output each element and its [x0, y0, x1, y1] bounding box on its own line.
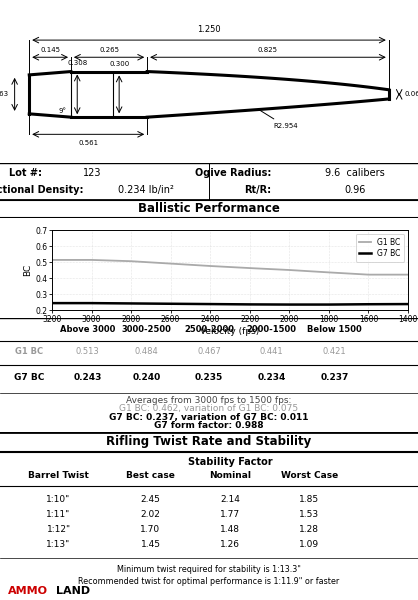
G1 BC — [168, 260, 173, 267]
Text: Minimum twist required for stability is 1:13.3": Minimum twist required for stability is … — [117, 565, 301, 574]
Text: Nominal: Nominal — [209, 471, 251, 480]
Text: 2.45: 2.45 — [140, 495, 161, 504]
G1 BC — [405, 271, 410, 278]
G1 BC — [89, 256, 94, 263]
Text: 0.145: 0.145 — [40, 47, 60, 53]
G7 BC — [208, 301, 213, 308]
G1 BC — [287, 266, 292, 274]
Text: 3000-2500: 3000-2500 — [121, 325, 171, 335]
Text: Worst Case: Worst Case — [281, 471, 338, 480]
Text: 0.265: 0.265 — [99, 47, 119, 53]
Text: 0.062: 0.062 — [405, 91, 418, 97]
Text: 0.243: 0.243 — [74, 373, 102, 383]
Text: 1:12": 1:12" — [46, 525, 71, 534]
Text: 2.14: 2.14 — [220, 495, 240, 504]
Line: G7 BC: G7 BC — [52, 303, 408, 305]
Text: 0.467: 0.467 — [197, 347, 221, 356]
Text: G1 BC: G1 BC — [15, 347, 43, 356]
Text: 2000-1500: 2000-1500 — [247, 325, 297, 335]
Text: 0.235: 0.235 — [195, 373, 223, 383]
Text: 1:10": 1:10" — [46, 495, 71, 504]
Text: Best case: Best case — [126, 471, 175, 480]
Text: 123: 123 — [83, 168, 101, 178]
Text: Rifling Twist Rate and Stability: Rifling Twist Rate and Stability — [106, 436, 312, 448]
Text: 1.85: 1.85 — [299, 495, 319, 504]
Text: LAND: LAND — [56, 586, 91, 596]
Text: Ballistic Performance: Ballistic Performance — [138, 202, 280, 215]
Text: 0.96: 0.96 — [344, 185, 366, 195]
G1 BC — [366, 271, 371, 278]
Line: G1 BC: G1 BC — [52, 260, 408, 275]
Text: 1:11": 1:11" — [46, 510, 71, 519]
Text: Below 1500: Below 1500 — [307, 325, 362, 335]
Text: 0.513: 0.513 — [76, 347, 99, 356]
Legend: G1 BC, G7 BC: G1 BC, G7 BC — [356, 234, 404, 262]
G1 BC — [208, 262, 213, 269]
Text: Barrel Twist: Barrel Twist — [28, 471, 89, 480]
Text: 0.421: 0.421 — [323, 347, 346, 356]
Text: Stability Factor: Stability Factor — [188, 457, 272, 467]
Text: G7 form factor: 0.988: G7 form factor: 0.988 — [154, 421, 264, 430]
Text: 0.561: 0.561 — [78, 140, 98, 146]
Text: Above 3000: Above 3000 — [60, 325, 115, 335]
G1 BC — [326, 269, 331, 276]
Text: 1.48: 1.48 — [220, 525, 240, 534]
G7 BC — [168, 300, 173, 307]
Text: 0.234 lb/in²: 0.234 lb/in² — [118, 185, 174, 195]
Text: Rt/R:: Rt/R: — [245, 185, 272, 195]
Text: 1.28: 1.28 — [299, 525, 319, 534]
Text: 0.234: 0.234 — [257, 373, 286, 383]
Text: 0.441: 0.441 — [260, 347, 283, 356]
Text: R2.954: R2.954 — [259, 110, 298, 129]
Text: Sectional Density:: Sectional Density: — [0, 185, 84, 195]
G7 BC — [405, 301, 410, 308]
Text: G1 BC: 0.462, variation of G1 BC: 0.075: G1 BC: 0.462, variation of G1 BC: 0.075 — [120, 404, 298, 413]
Text: 9.6  calibers: 9.6 calibers — [326, 168, 385, 178]
Y-axis label: BC: BC — [23, 264, 32, 276]
Text: 0.240: 0.240 — [132, 373, 161, 383]
G1 BC — [49, 256, 54, 263]
Text: 0.308: 0.308 — [67, 60, 87, 66]
Text: Berger 155.5 grain FULLBORE: Berger 155.5 grain FULLBORE — [86, 2, 332, 17]
Text: 9°: 9° — [59, 108, 66, 114]
Text: Averages from 3000 fps to 1500 fps:: Averages from 3000 fps to 1500 fps: — [126, 395, 292, 404]
G7 BC — [366, 301, 371, 308]
Text: 1.45: 1.45 — [140, 540, 161, 549]
Text: 0.237: 0.237 — [320, 373, 349, 383]
Text: Ogive Radius:: Ogive Radius: — [195, 168, 272, 178]
Text: 0.484: 0.484 — [135, 347, 158, 356]
Text: 2500-2000: 2500-2000 — [184, 325, 234, 335]
Text: 1.09: 1.09 — [299, 540, 319, 549]
Text: 1.26: 1.26 — [220, 540, 240, 549]
G7 BC — [326, 301, 331, 308]
Text: Recommended twist for optimal performance is 1:11.9" or faster: Recommended twist for optimal performanc… — [79, 577, 339, 586]
G7 BC — [89, 299, 94, 307]
Text: 1:13": 1:13" — [46, 540, 71, 549]
G1 BC — [129, 257, 134, 265]
Text: 1.53: 1.53 — [299, 510, 319, 519]
Text: 1.77: 1.77 — [220, 510, 240, 519]
G7 BC — [129, 300, 134, 307]
X-axis label: Velocity (fps): Velocity (fps) — [200, 326, 260, 335]
Text: 2.02: 2.02 — [140, 510, 161, 519]
Text: AMMO: AMMO — [8, 586, 48, 596]
G7 BC — [247, 301, 252, 308]
G7 BC — [49, 299, 54, 307]
Text: 1.250: 1.250 — [197, 25, 221, 34]
Text: 0.263: 0.263 — [0, 91, 8, 97]
Text: G7 BC: G7 BC — [14, 373, 44, 383]
Text: 1.70: 1.70 — [140, 525, 161, 534]
Text: 0.825: 0.825 — [258, 47, 278, 53]
G7 BC — [287, 301, 292, 308]
Text: G7 BC: 0.237, variation of G7 BC: 0.011: G7 BC: 0.237, variation of G7 BC: 0.011 — [109, 413, 309, 422]
Text: Lot #:: Lot #: — [9, 168, 42, 178]
G1 BC — [247, 265, 252, 272]
Text: 0.300: 0.300 — [109, 61, 129, 67]
